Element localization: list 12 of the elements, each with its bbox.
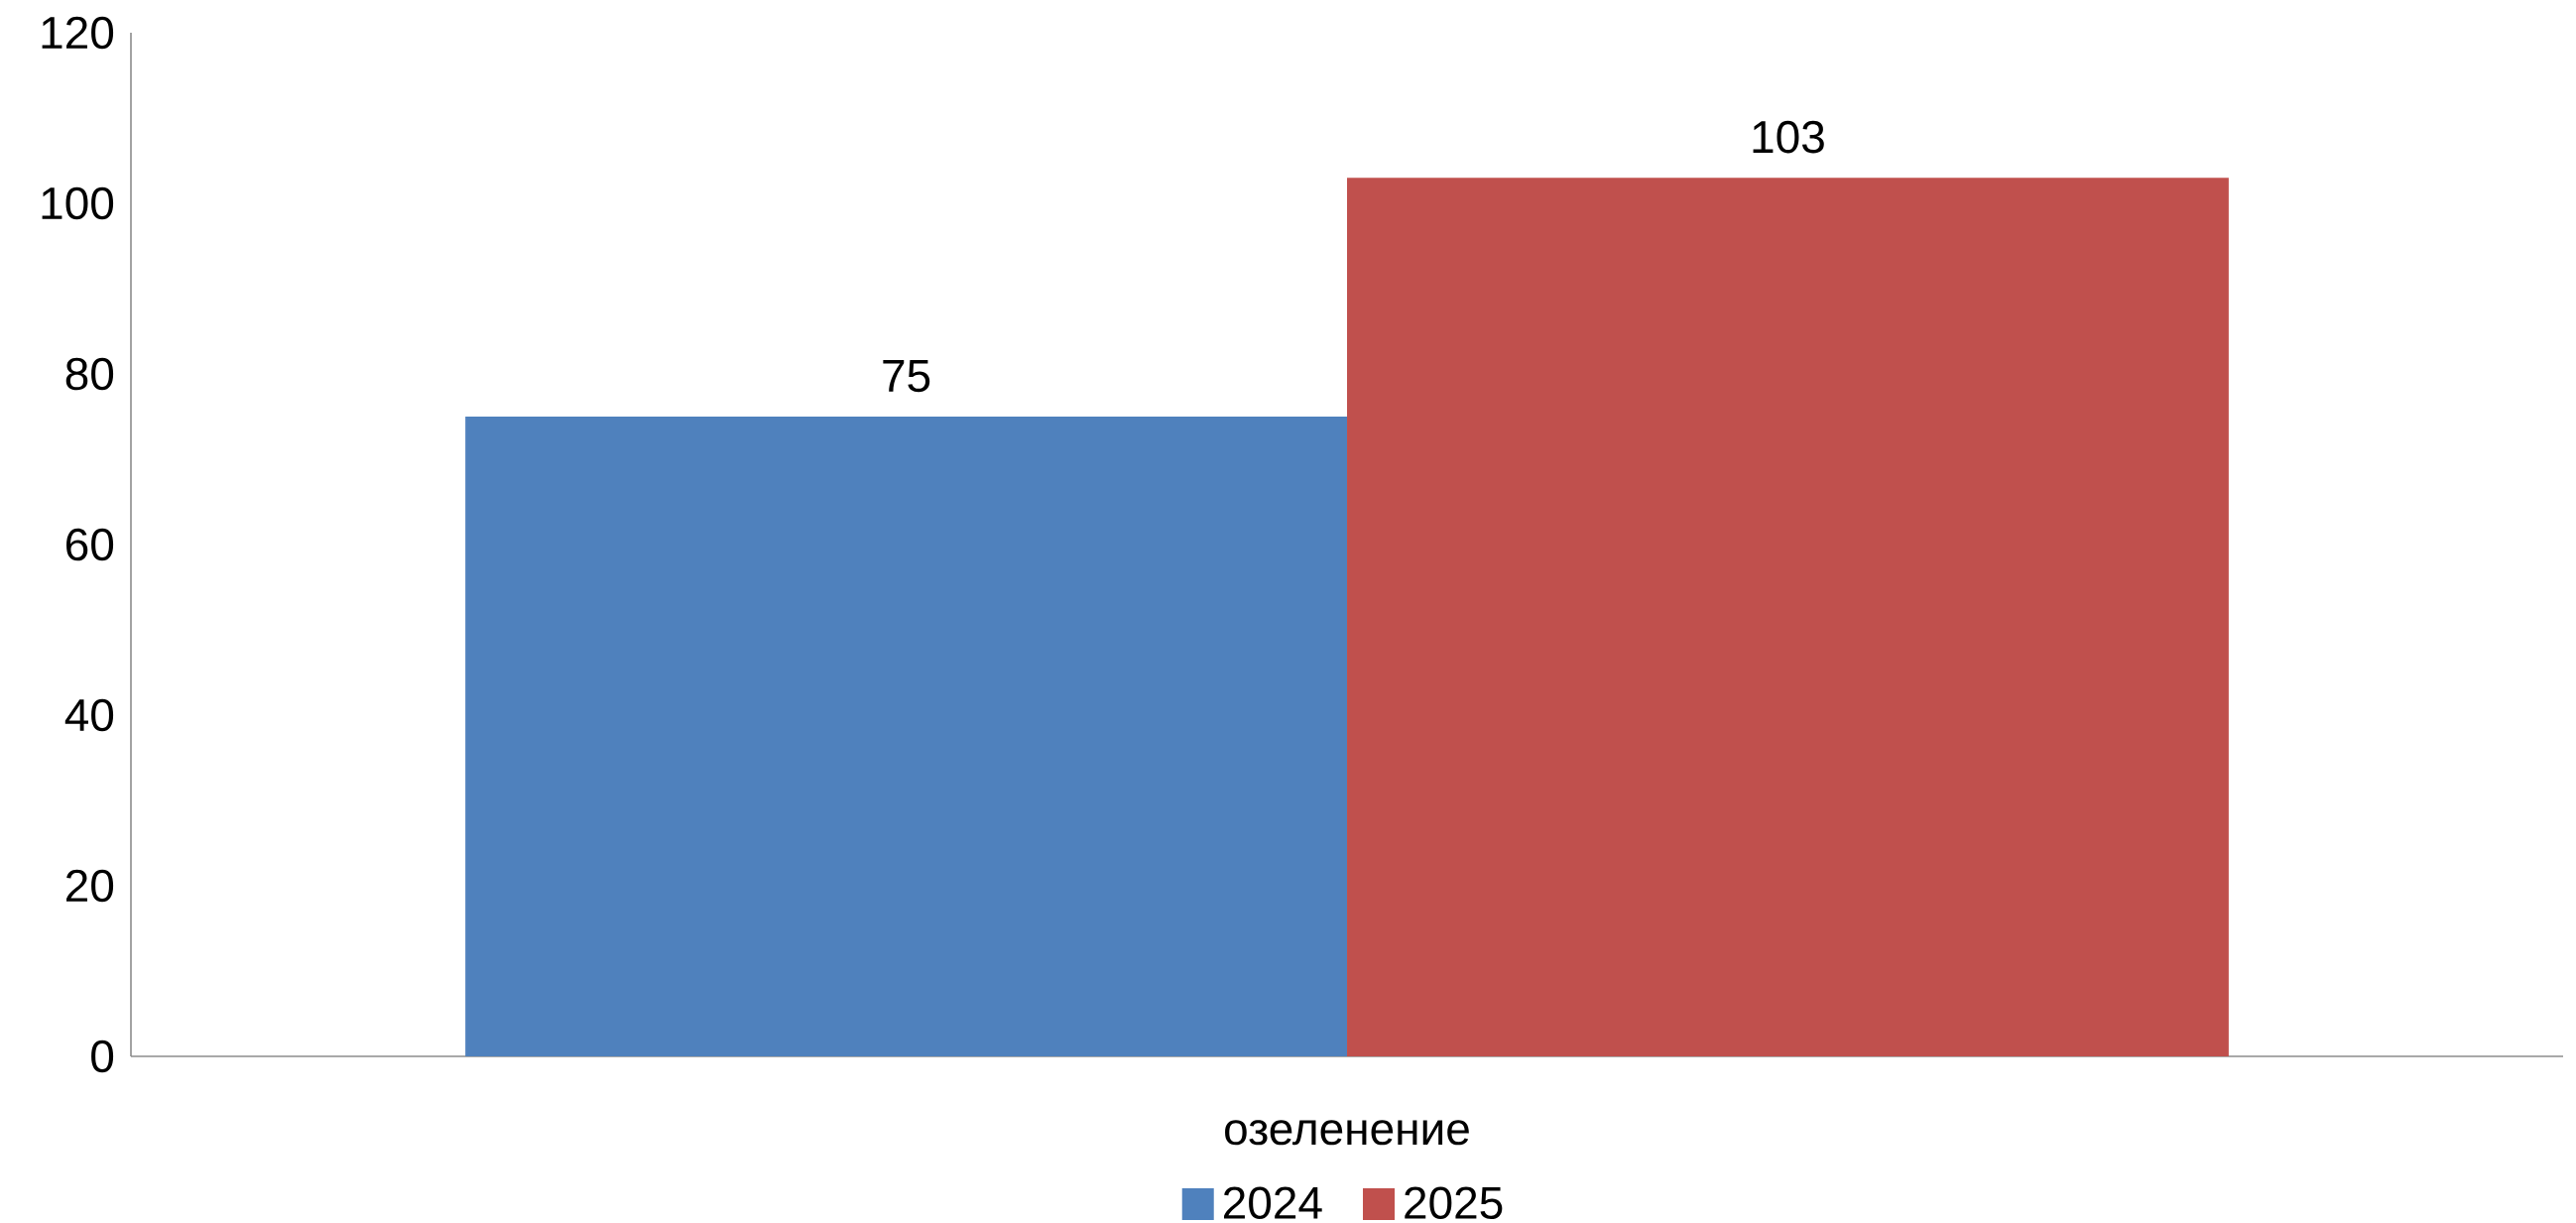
x-tick-label: озеленение bbox=[1225, 1120, 1469, 1146]
y-tick-label: 40 bbox=[64, 698, 114, 732]
y-tick-label: 0 bbox=[91, 1040, 114, 1073]
y-tick-label: 20 bbox=[66, 869, 114, 903]
y-tick-label: 80 bbox=[65, 357, 114, 391]
legend-label: 2024 bbox=[1224, 1186, 1322, 1220]
y-tick-label: 60 bbox=[66, 528, 114, 561]
data-label: 75 bbox=[883, 360, 930, 393]
legend-label: 2025 bbox=[1405, 1186, 1503, 1220]
y-tick-label: 120 bbox=[42, 16, 114, 50]
data-label: 103 bbox=[1753, 120, 1824, 154]
y-tick-label: 100 bbox=[42, 186, 114, 220]
